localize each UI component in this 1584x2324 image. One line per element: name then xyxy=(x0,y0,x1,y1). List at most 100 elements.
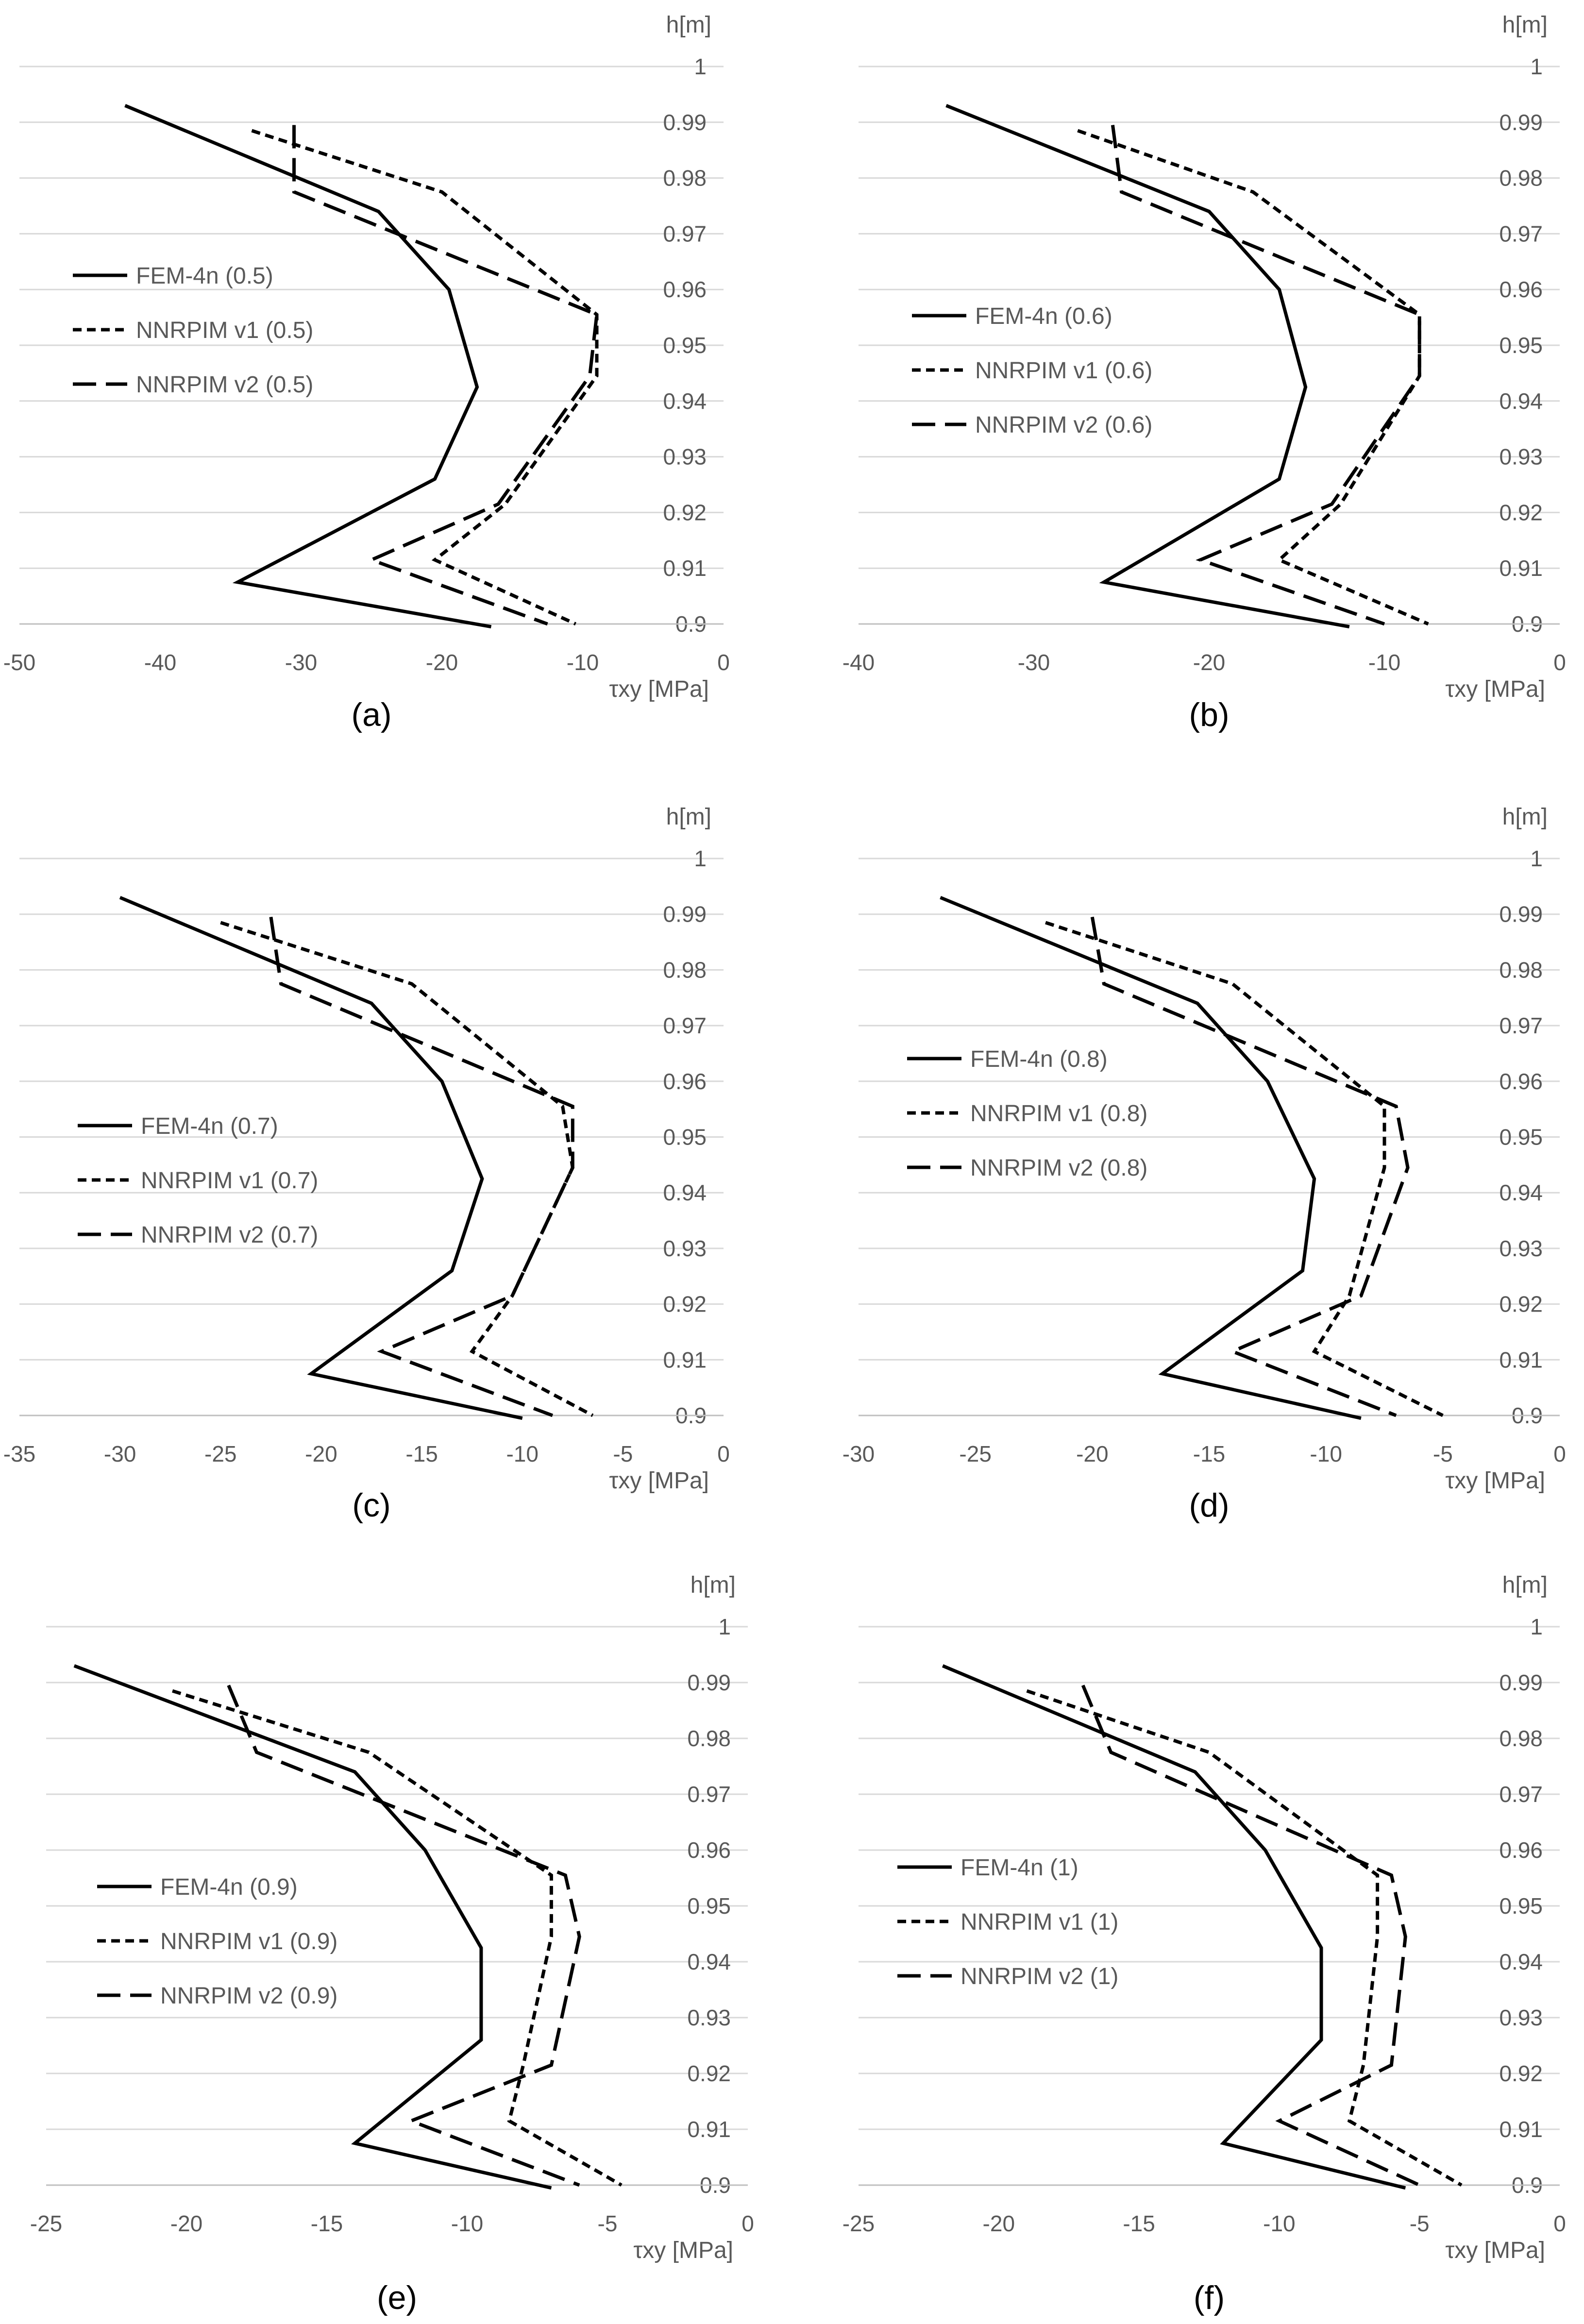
x-tick-label: -50 xyxy=(3,650,35,675)
y-tick-label: 0.97 xyxy=(1499,221,1543,246)
y-tick-label: 0.95 xyxy=(663,333,707,358)
y-tick-label: 0.97 xyxy=(663,1013,707,1038)
series-line-solid xyxy=(942,1664,1406,2190)
y-tick-label: 0.98 xyxy=(663,166,707,191)
panel-caption: (d) xyxy=(1189,1487,1229,1524)
y-tick-label: 1 xyxy=(1530,846,1543,871)
y-tick-label: 0.95 xyxy=(1499,1125,1543,1150)
x-tick-label: -30 xyxy=(285,650,317,675)
legend: FEM-4n (0.7) NNRPIM v1 (0.7) NNRPIM v2 (0.… xyxy=(78,1113,318,1248)
y-tick-label: 0.94 xyxy=(1499,388,1543,414)
chart-panel-4: 0.90.910.920.930.940.950.960.970.980.991… xyxy=(843,804,1566,1524)
y-tick-label: 0.95 xyxy=(1499,333,1543,358)
x-tick-label: 0 xyxy=(1553,1441,1566,1466)
y-tick-label: 0.91 xyxy=(1499,1347,1543,1372)
legend: FEM-4n (0.5) NNRPIM v1 (0.5) NNRPIM v2 (0.… xyxy=(73,263,313,398)
x-tick-label: 0 xyxy=(1553,650,1566,675)
x-tick-label: -20 xyxy=(1193,650,1225,675)
series-line-solid xyxy=(940,896,1362,1420)
y-tick-label: 1 xyxy=(694,54,707,79)
y-tick-label: 1 xyxy=(1530,1614,1543,1639)
series-line-dashed xyxy=(269,916,574,1417)
legend-label: NNRPIM v2 (1) xyxy=(961,1964,1118,1989)
legend-label: NNRPIM v1 (0.6) xyxy=(975,358,1152,384)
y-tick-label: 0.98 xyxy=(1499,166,1543,191)
x-tick-label: -5 xyxy=(1433,1441,1453,1466)
x-tick-label: -35 xyxy=(3,1441,35,1466)
y-tick-label: 0.92 xyxy=(1499,1292,1543,1317)
x-tick-label: 0 xyxy=(1553,2211,1566,2236)
series-line-dotted xyxy=(172,1689,623,2187)
x-tick-label: -15 xyxy=(311,2211,343,2236)
x-tick-label: -10 xyxy=(451,2211,483,2236)
y-tick-label: 0.99 xyxy=(687,1670,731,1695)
y-tick-label: 0.96 xyxy=(1499,1069,1543,1094)
legend-label: NNRPIM v1 (0.5) xyxy=(136,318,313,343)
x-axis-title: τxy [MPa] xyxy=(609,1468,709,1494)
y-tick-label: 0.92 xyxy=(663,500,707,525)
legend-label: NNRPIM v1 (1) xyxy=(961,1909,1118,1935)
panel-caption: (b) xyxy=(1189,696,1229,733)
x-tick-label: -20 xyxy=(170,2211,202,2236)
x-tick-label: -40 xyxy=(144,650,176,675)
y-tick-label: 0.97 xyxy=(1499,1782,1543,1807)
x-tick-label: 0 xyxy=(717,1441,730,1466)
y-tick-label: 0.97 xyxy=(687,1782,731,1807)
y-tick-label: 0.98 xyxy=(687,1726,731,1751)
y-tick-label: 0.92 xyxy=(1499,500,1543,525)
y-tick-label: 0.96 xyxy=(1499,1837,1543,1863)
legend-label: FEM-4n (1) xyxy=(961,1855,1078,1881)
y-tick-label: 0.99 xyxy=(1499,110,1543,135)
x-axis-title: τxy [MPa] xyxy=(1445,2238,1545,2263)
y-tick-label: 0.95 xyxy=(687,1893,731,1919)
x-tick-label: -15 xyxy=(1193,1441,1225,1466)
legend-label: NNRPIM v1 (0.8) xyxy=(970,1101,1147,1127)
y-tick-label: 0.96 xyxy=(687,1837,731,1863)
y-tick-label: 1 xyxy=(718,1614,731,1639)
legend-label: NNRPIM v1 (0.7) xyxy=(141,1168,318,1194)
series-line-dashed xyxy=(292,125,599,626)
y-tick-label: 0.95 xyxy=(663,1125,707,1150)
series-line-solid xyxy=(73,1664,552,2190)
series-line-dotted xyxy=(1026,1689,1463,2187)
y-axis-title: h[m] xyxy=(1502,1572,1548,1598)
y-tick-label: 0.99 xyxy=(663,902,707,927)
legend: FEM-4n (0.6) NNRPIM v1 (0.6) NNRPIM v2 (0.… xyxy=(912,303,1152,438)
chart-panel-6: 0.90.910.920.930.940.950.960.970.980.991… xyxy=(843,1572,1566,2316)
y-tick-label: 0.96 xyxy=(1499,277,1543,302)
y-axis-title: h[m] xyxy=(666,804,711,830)
legend-label: FEM-4n (0.6) xyxy=(975,303,1112,329)
series-line-dashed xyxy=(227,1684,581,2187)
legend: FEM-4n (1) NNRPIM v1 (1) NNRPIM v2 (1) xyxy=(897,1855,1118,1989)
y-tick-label: 0.95 xyxy=(1499,1893,1543,1919)
series-line-solid xyxy=(945,104,1350,629)
legend-label: NNRPIM v2 (0.8) xyxy=(970,1155,1147,1181)
y-tick-label: 0.93 xyxy=(687,2005,731,2030)
legend-label: NNRPIM v2 (0.9) xyxy=(160,1983,337,2009)
y-tick-label: 0.93 xyxy=(1499,444,1543,470)
y-tick-label: 0.94 xyxy=(663,388,707,414)
x-tick-label: -5 xyxy=(1410,2211,1430,2236)
y-tick-label: 0.94 xyxy=(663,1180,707,1205)
y-tick-label: 0.94 xyxy=(1499,1180,1543,1205)
chart-panel-1: 0.90.910.920.930.940.950.960.970.980.991… xyxy=(3,12,730,733)
y-tick-label: 0.91 xyxy=(1499,2117,1543,2142)
y-tick-label: 0.99 xyxy=(1499,1670,1543,1695)
x-tick-label: -10 xyxy=(567,650,599,675)
panel-caption: (f) xyxy=(1194,2279,1225,2316)
y-axis-title: h[m] xyxy=(691,1572,736,1598)
y-axis-title: h[m] xyxy=(1502,804,1548,830)
x-tick-label: -20 xyxy=(426,650,458,675)
legend-label: FEM-4n (0.8) xyxy=(970,1046,1108,1072)
y-tick-label: 0.91 xyxy=(687,2117,731,2142)
x-tick-label: -10 xyxy=(1368,650,1400,675)
x-tick-label: -25 xyxy=(30,2211,62,2236)
y-tick-label: 0.97 xyxy=(1499,1013,1543,1038)
y-tick-label: 0.96 xyxy=(663,277,707,302)
x-axis-title: τxy [MPa] xyxy=(633,2238,733,2263)
x-axis-title: τxy [MPa] xyxy=(1445,676,1545,702)
x-tick-label: -25 xyxy=(959,1441,991,1466)
legend-label: FEM-4n (0.7) xyxy=(141,1113,278,1139)
series-line-dotted xyxy=(251,129,599,626)
